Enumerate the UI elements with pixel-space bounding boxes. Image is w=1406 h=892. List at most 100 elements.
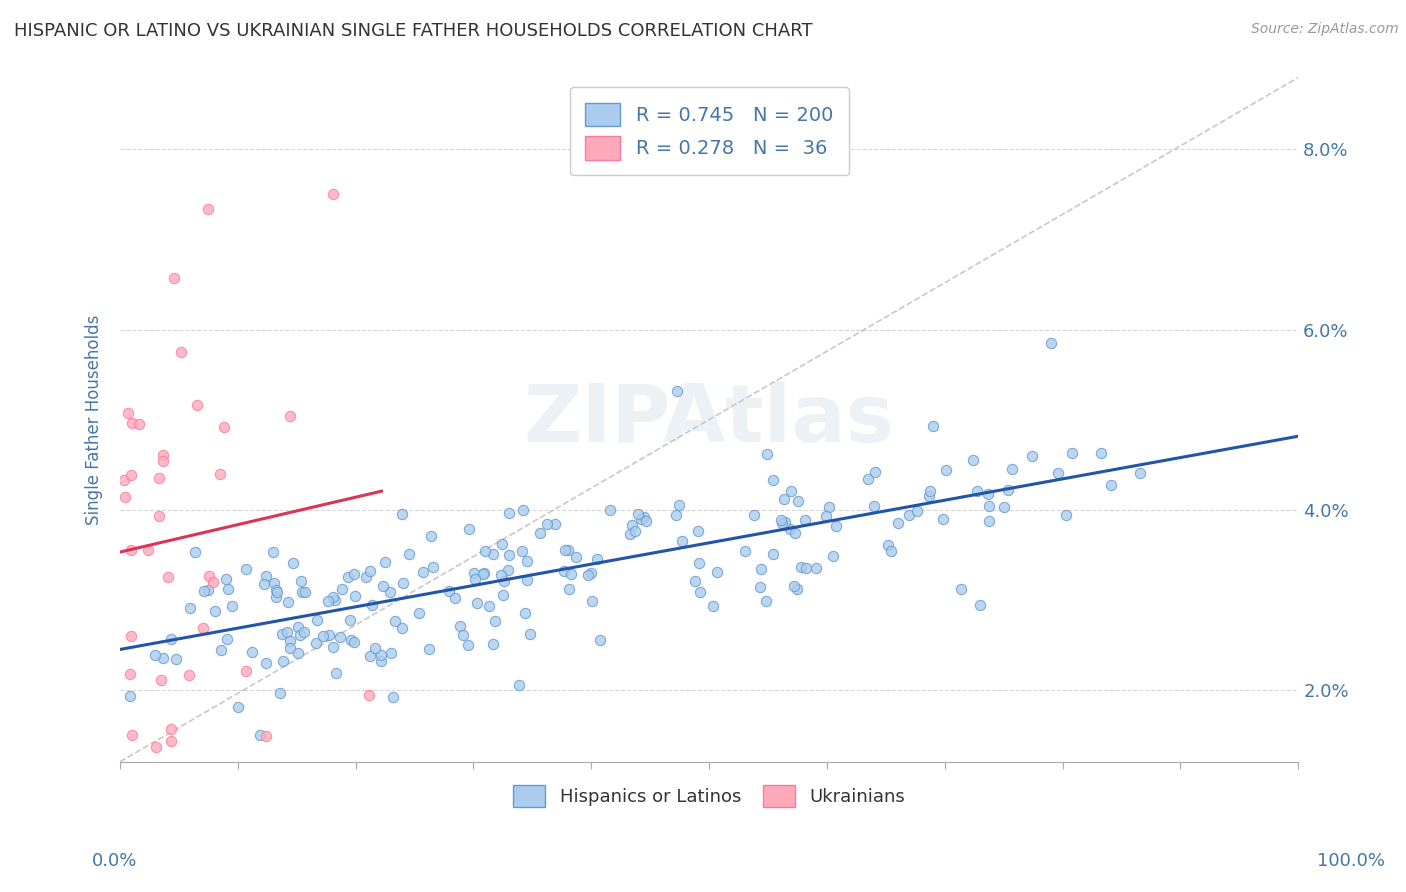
Point <box>457 638 479 652</box>
Point <box>156 570 179 584</box>
Point <box>373 579 395 593</box>
Point <box>364 641 387 656</box>
Point <box>437 584 460 599</box>
Point <box>152 454 174 468</box>
Point <box>198 568 221 582</box>
Point <box>329 630 352 644</box>
Point <box>215 572 238 586</box>
Point <box>671 533 693 548</box>
Point <box>384 614 406 628</box>
Point <box>821 549 844 563</box>
Point <box>165 652 187 666</box>
Point <box>266 582 288 597</box>
Point <box>357 689 380 703</box>
Point <box>636 514 658 528</box>
Point <box>1060 446 1083 460</box>
Point <box>962 452 984 467</box>
Point <box>770 512 793 526</box>
Point <box>782 579 804 593</box>
Point <box>271 627 294 641</box>
Point <box>145 740 167 755</box>
Point <box>783 526 806 541</box>
Point <box>581 566 603 580</box>
Point <box>458 522 481 536</box>
Point <box>235 561 257 575</box>
Point <box>136 543 159 558</box>
Point <box>474 544 496 558</box>
Point <box>558 582 581 597</box>
Point <box>374 555 396 569</box>
Point <box>780 483 803 498</box>
Point <box>1090 446 1112 460</box>
Point <box>162 772 184 787</box>
Point <box>356 570 378 584</box>
Point <box>1046 466 1069 480</box>
Point <box>1001 461 1024 475</box>
Point <box>818 500 841 514</box>
Point <box>287 620 309 634</box>
Point <box>863 465 886 479</box>
Point <box>263 575 285 590</box>
Point <box>280 634 302 648</box>
Point <box>254 656 277 670</box>
Point <box>1101 477 1123 491</box>
Point <box>464 572 486 586</box>
Point <box>557 542 579 557</box>
Point <box>217 582 239 596</box>
Point <box>370 648 392 662</box>
Point <box>169 345 191 359</box>
Point <box>249 728 271 742</box>
Point <box>686 524 709 539</box>
Point <box>1040 336 1063 351</box>
Point <box>193 583 215 598</box>
Point <box>276 624 298 639</box>
Point <box>702 599 724 613</box>
Text: 0.0%: 0.0% <box>91 852 136 870</box>
Point <box>905 504 928 518</box>
Point <box>197 582 219 597</box>
Point <box>271 654 294 668</box>
Point <box>856 472 879 486</box>
Point <box>120 666 142 681</box>
Point <box>398 547 420 561</box>
Point <box>287 646 309 660</box>
Text: Source: ZipAtlas.com: Source: ZipAtlas.com <box>1251 22 1399 37</box>
Point <box>756 447 779 461</box>
Point <box>120 542 142 557</box>
Point <box>977 500 1000 514</box>
Point <box>742 508 765 522</box>
Point <box>498 563 520 577</box>
Point <box>516 573 538 587</box>
Point <box>221 599 243 613</box>
Point <box>478 599 501 613</box>
Point <box>152 651 174 665</box>
Point <box>117 406 139 420</box>
Point <box>804 560 827 574</box>
Point <box>748 581 770 595</box>
Point <box>163 271 186 285</box>
Point <box>283 556 305 570</box>
Point <box>160 734 183 748</box>
Point <box>114 490 136 504</box>
Point <box>491 537 513 551</box>
Point <box>1129 466 1152 480</box>
Point <box>529 525 551 540</box>
Text: HISPANIC OR LATINO VS UKRAINIAN SINGLE FATHER HOUSEHOLDS CORRELATION CHART: HISPANIC OR LATINO VS UKRAINIAN SINGLE F… <box>14 22 813 40</box>
Point <box>204 604 226 618</box>
Point <box>380 585 402 599</box>
Point <box>770 516 793 531</box>
Point <box>370 654 392 668</box>
Point <box>381 690 404 704</box>
Point <box>294 585 316 599</box>
Point <box>330 582 353 596</box>
Point <box>512 503 534 517</box>
Point <box>292 625 315 640</box>
Point <box>380 646 402 660</box>
Point <box>879 544 901 558</box>
Point <box>184 545 207 559</box>
Point <box>262 544 284 558</box>
Point <box>510 544 533 558</box>
Point <box>482 637 505 651</box>
Point <box>392 575 415 590</box>
Point <box>489 567 512 582</box>
